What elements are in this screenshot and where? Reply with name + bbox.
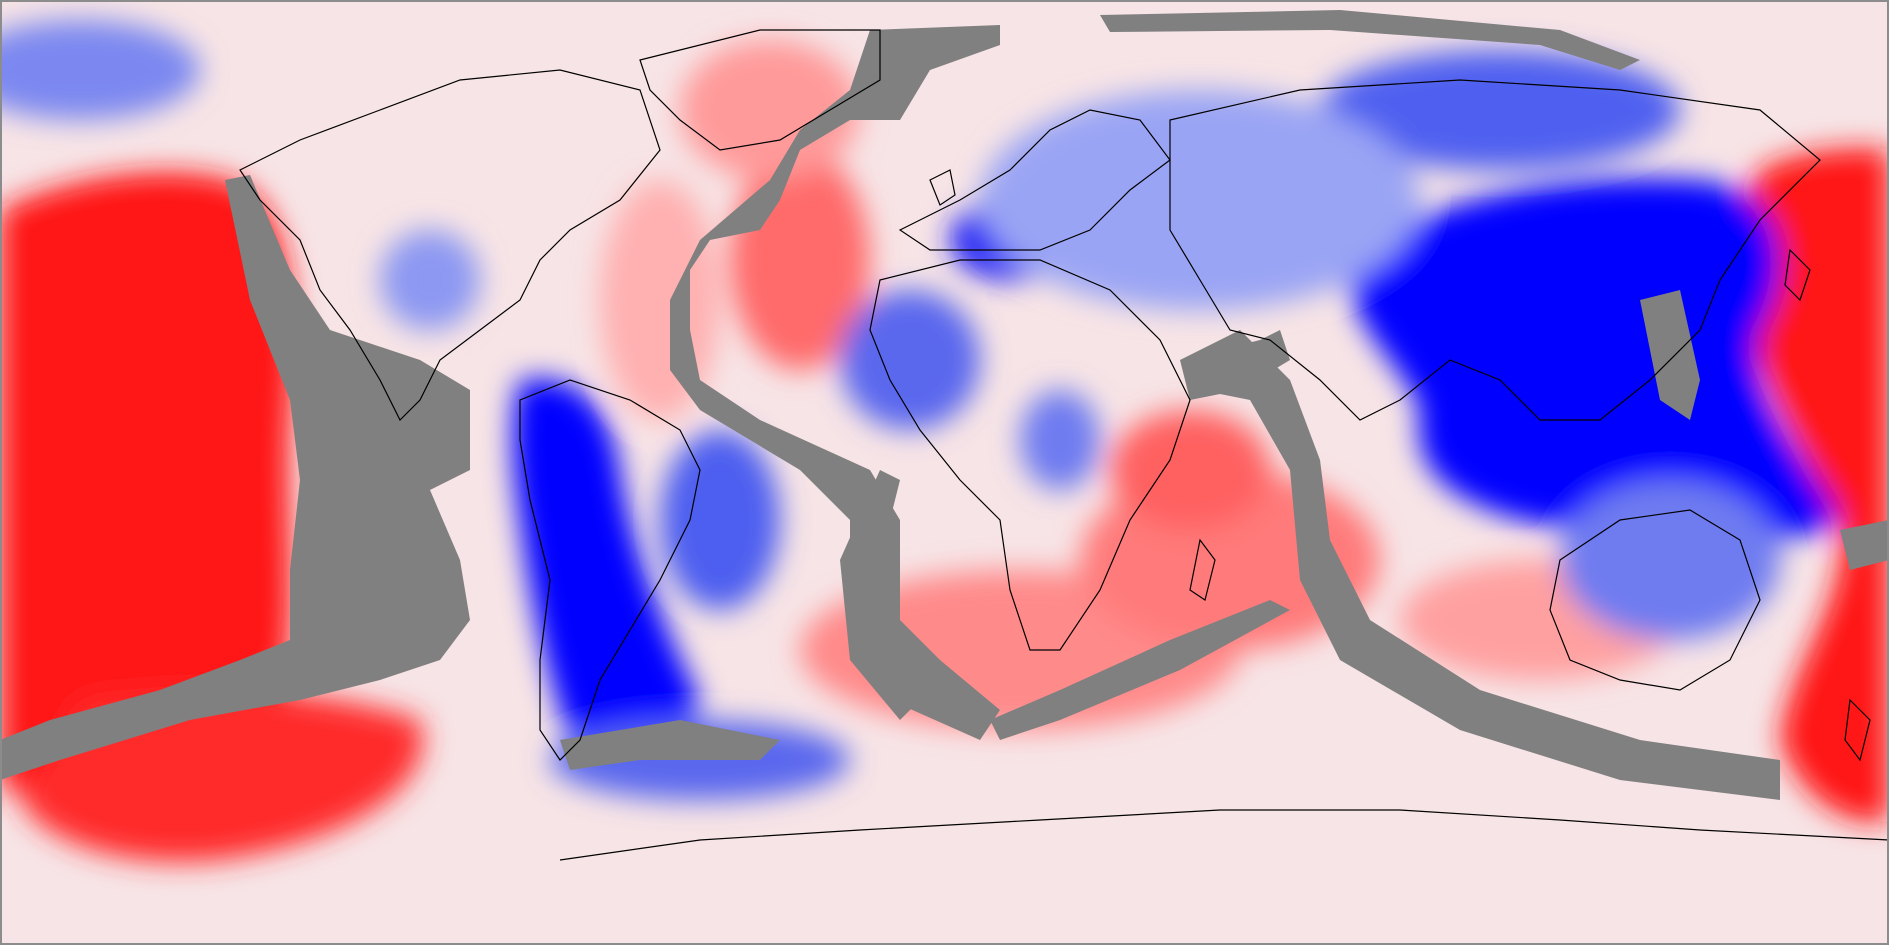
canada-light-negative [0, 20, 200, 120]
south-atlantic-ridge-mask [840, 470, 920, 720]
plate-boundary-mask [0, 10, 1889, 800]
uk-coastline [929, 169, 956, 206]
australia-negative [1560, 480, 1780, 640]
africa-negative-central [1020, 390, 1100, 490]
asia-coastline [1169, 79, 1821, 421]
north-atlantic-positive [680, 40, 860, 180]
red-sea-mask [1180, 330, 1290, 400]
north-asia-negative [1320, 50, 1680, 170]
pacific-nw-mask [1840, 520, 1889, 570]
anomaly-field [0, 20, 1889, 862]
greenland-coastline [639, 29, 881, 151]
new-zealand-coastline [1844, 698, 1871, 762]
north-america-light-negative [380, 230, 480, 330]
australia-coastline [1549, 509, 1761, 691]
south-america-coastline [519, 379, 701, 761]
pacific-east-positive [1736, 148, 1889, 822]
asia-negative [1348, 178, 1840, 544]
north-america-coastline [239, 69, 661, 422]
arctic-ridge-mask [1100, 10, 1640, 70]
mid-atlantic-ridge-mask [670, 25, 1000, 740]
africa-negative-west [840, 290, 980, 430]
brazil-negative [660, 430, 780, 610]
sw-indian-ridge-mask [990, 600, 1290, 740]
madagascar-coastline [1189, 538, 1216, 601]
japan-coastline [1784, 248, 1811, 302]
south-america-negative [512, 378, 700, 764]
antarctica-coastline [559, 809, 1889, 861]
drake-passage-mask [560, 720, 780, 770]
east-africa-positive [1110, 410, 1270, 530]
coastlines [239, 29, 1889, 861]
pacific-west-positive [0, 171, 294, 792]
eurasia-light-negative [980, 90, 1420, 310]
pacific-east-rise-mask [0, 175, 470, 780]
africa-coastline [869, 259, 1191, 651]
west-pacific-mask [1640, 290, 1700, 420]
